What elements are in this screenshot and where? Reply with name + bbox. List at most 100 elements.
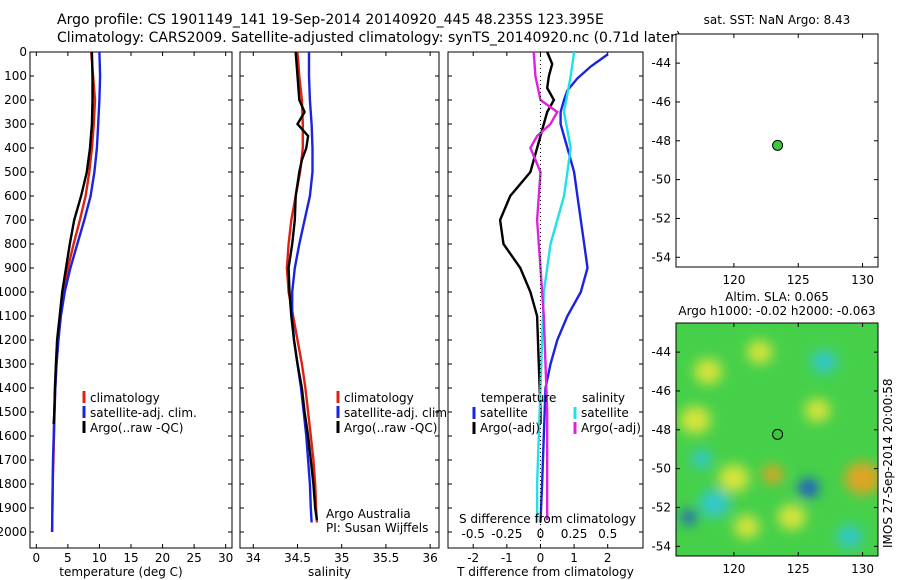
temperature-xlabel: temperature (deg C) [59, 565, 182, 579]
sla-title-line2: Argo h1000: -0.02 h2000: -0.063 [678, 304, 875, 318]
sla-title-line1: Altim. SLA: 0.065 [725, 290, 829, 304]
temp-legend-label: climatology [90, 391, 160, 405]
sla-map-ytick-label: -48 [651, 423, 671, 437]
sla-map-ytick-label: -52 [651, 500, 671, 514]
difference-xtick-label: 2 [604, 551, 612, 565]
sal-legend-label: climatology [344, 391, 414, 405]
sla-map-ytick-label: -50 [651, 462, 671, 476]
depth-tick-label: 600 [4, 189, 27, 203]
imos-timestamp: IMOS 27-Sep-2014 20:00:58 [881, 378, 895, 548]
salinity-xtick-label: 35 [334, 551, 349, 565]
sst-map-ytick-label: -54 [651, 250, 671, 264]
diff-legend-temp-title: temperature [481, 391, 556, 405]
sla-blob-yellow [804, 398, 831, 422]
sla-blob-orange [762, 465, 783, 484]
sla-blob-yellow [694, 358, 723, 385]
temperature-series-blue [50, 51, 102, 533]
temp-legend-label: Argo(..raw -QC) [90, 421, 183, 435]
depth-tick-label: 1300 [0, 357, 27, 371]
difference-profile-plot: -2 -1 0 1 2T difference from climatology S di… [447, 51, 644, 579]
sla-field-blobs [679, 340, 878, 549]
salinity-axes-frame [239, 51, 440, 549]
sla-map-ytick-label: -46 [651, 384, 671, 398]
depth-tick-label: 900 [4, 261, 27, 275]
sla-blob-blue [681, 510, 697, 525]
temperature-xtick-label: 30 [218, 551, 233, 565]
salinity-series-blue [291, 52, 314, 523]
difference-xtick-label: 0 [537, 551, 545, 565]
diff-legend-sal-label: Argo(-adj) [581, 421, 641, 435]
depth-tick-label: 1400 [0, 381, 27, 395]
diff-legend-sal-title: salinity [582, 391, 625, 405]
diff-xlabel-top: S difference from climatology [459, 512, 636, 526]
sla-blob-cyan [691, 449, 713, 469]
sla-blob-yellow [746, 340, 773, 364]
sla-blob-cyan [811, 350, 837, 374]
sst-map-ytick-label: -50 [651, 173, 671, 187]
depth-tick-label: 0 [19, 45, 27, 59]
figure-title-line2: Climatology: CARS2009. Satellite-adjuste… [57, 30, 682, 46]
temp-legend-label: satellite-adj. clim. [90, 406, 197, 420]
depth-tick-label: 300 [4, 117, 27, 131]
salinity-series-black [287, 51, 319, 521]
temperature-xtick-label: 10 [92, 551, 107, 565]
depth-tick-label: 700 [4, 213, 27, 227]
sst-map-xtick-label: 130 [851, 273, 874, 287]
sst-map-ytick-label: -46 [651, 95, 671, 109]
temperature-xtick-label: 0 [32, 551, 40, 565]
salinity-xtick-label: 36 [423, 551, 438, 565]
difference-xtick-label: -2 [467, 551, 479, 565]
sla-blob-cyan [836, 525, 863, 549]
difference-series-magenta [529, 51, 559, 520]
diff-top-tick-label: 0 [537, 527, 545, 541]
depth-tick-label: 2000 [0, 525, 27, 539]
difference-series-blue [539, 53, 609, 523]
sst-map-ytick-label: -44 [651, 56, 671, 70]
depth-tick-label: 1900 [0, 501, 27, 515]
depth-tick-label: 400 [4, 141, 27, 155]
sla-map-xtick-label: 125 [787, 562, 810, 576]
diff-top-tick-label: 0.5 [598, 527, 617, 541]
depth-tick-label: 800 [4, 237, 27, 251]
difference-series-black [498, 51, 556, 424]
diff-top-tick-label: -0.25 [491, 527, 522, 541]
depth-tick-label: 1800 [0, 477, 27, 491]
temperature-series-black [52, 51, 94, 425]
figure-title-line1: Argo profile: CS 1901149_141 19-Sep-2014… [57, 12, 604, 28]
depth-tick-label: 100 [4, 69, 27, 83]
sla-map-frame [675, 322, 879, 557]
sla-map-ytick-label: -54 [651, 539, 671, 553]
salinity-xtick-label: 34.5 [284, 551, 311, 565]
temperature-xtick-label: 20 [155, 551, 170, 565]
sla-map-ytick-label: -44 [651, 345, 671, 359]
salinity-xlabel: salinity [308, 565, 351, 579]
depth-tick-label: 1000 [0, 285, 27, 299]
sla-argo-point [772, 428, 784, 440]
difference-series-cyan [535, 51, 576, 523]
depth-tick-label: 1700 [0, 453, 27, 467]
depth-tick-label: 1500 [0, 405, 27, 419]
temperature-profile-plot: 0 5 10 15 20 25 300100200300400500600700800900… [0, 45, 233, 579]
sst-map-frame [675, 33, 879, 268]
sla-field [676, 323, 878, 556]
sst-map-plot: sat. SST: NaN Argo: 8.43 120 125 130 -44 -46 -… [651, 13, 879, 287]
depth-tick-label: 1200 [0, 333, 27, 347]
sst-map-title: sat. SST: NaN Argo: 8.43 [704, 13, 851, 27]
salinity-profile-plot: 34 34.5 35 35.5 36 salinity climatologysatelli… [239, 51, 451, 579]
sla-blob-cyan [699, 489, 731, 518]
sst-argo-point [772, 139, 784, 151]
sla-blob-yellow [679, 406, 711, 434]
sst-map-ytick-label: -52 [651, 211, 671, 225]
sla-map-xtick-label: 120 [722, 562, 745, 576]
depth-tick-label: 200 [4, 93, 27, 107]
diff-top-tick-label: 0.25 [561, 527, 588, 541]
sal-annotation-line2: PI: Susan Wijffels [326, 521, 428, 535]
temperature-xtick-label: 15 [123, 551, 138, 565]
temperature-xtick-label: 25 [186, 551, 201, 565]
difference-xtick-label: -1 [501, 551, 513, 565]
sal-legend-label: satellite-adj. clim. [344, 406, 451, 420]
sal-annotation-line1: Argo Australia [326, 507, 411, 521]
sla-blob-yellow [733, 515, 760, 539]
sst-map-ytick-label: -48 [651, 134, 671, 148]
difference-axes-frame [447, 51, 644, 549]
